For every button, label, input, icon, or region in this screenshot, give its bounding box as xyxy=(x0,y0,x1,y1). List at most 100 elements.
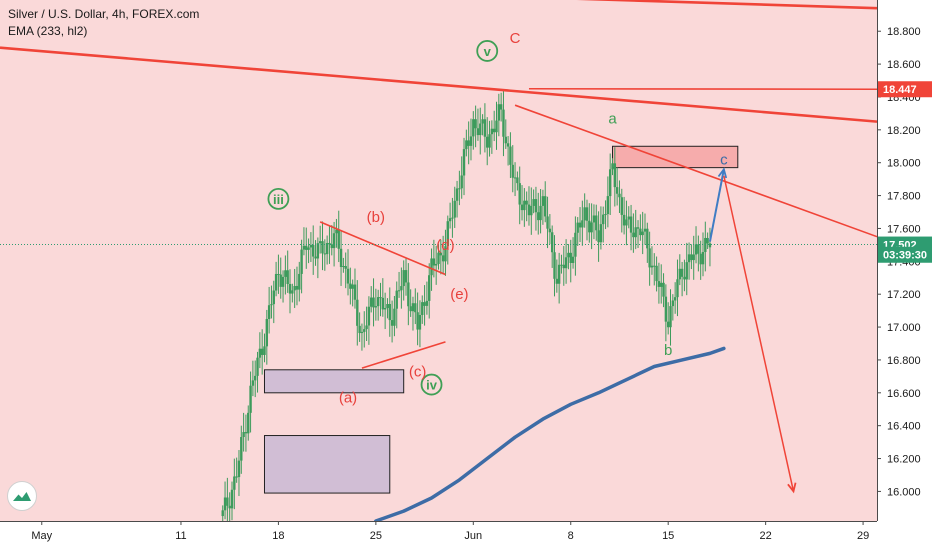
candle-body xyxy=(660,283,662,287)
candle-body xyxy=(335,230,337,234)
candle-body xyxy=(224,497,226,510)
candle-body xyxy=(405,270,407,282)
candle-body xyxy=(676,279,678,297)
wave-label: (b) xyxy=(367,209,385,226)
candle-body xyxy=(270,304,272,305)
candle-body xyxy=(286,270,288,284)
candle-body xyxy=(226,497,228,505)
candle-body xyxy=(695,244,697,254)
candle-body xyxy=(275,274,277,291)
candle-body xyxy=(502,110,504,137)
candle-body xyxy=(363,329,365,332)
x-tick-label: 25 xyxy=(370,530,382,542)
y-tick-label: 18.600 xyxy=(887,59,921,71)
candle-body xyxy=(407,282,409,306)
candle-body xyxy=(259,349,261,358)
candle-body xyxy=(621,197,623,215)
price-axis-label: 03:39:30 xyxy=(878,247,932,263)
candle-body xyxy=(261,349,263,355)
candle-body xyxy=(435,264,437,266)
candle-body xyxy=(370,298,372,307)
candle-body xyxy=(586,207,588,220)
y-tick-label: 16.000 xyxy=(887,486,921,498)
x-tick-label: Jun xyxy=(464,530,482,542)
candle-body xyxy=(245,432,247,433)
wave-label: b xyxy=(664,342,672,359)
candle-body xyxy=(249,386,251,413)
candle-body xyxy=(280,275,282,287)
candle-body xyxy=(484,119,486,136)
candle-body xyxy=(486,137,488,148)
candle-body xyxy=(342,266,344,267)
candle-body xyxy=(523,201,525,210)
wave-label-text: b xyxy=(664,342,672,359)
wave-label: c xyxy=(720,151,728,168)
candle-body xyxy=(273,291,275,305)
candle-body xyxy=(662,283,664,297)
candle-body xyxy=(560,265,562,266)
logo-glyph-icon xyxy=(8,482,36,510)
candle-body xyxy=(428,275,430,301)
candle-body xyxy=(396,291,398,309)
candle-body xyxy=(681,269,683,277)
candle-body xyxy=(683,277,685,280)
indicator-label: EMA (233, hl2) xyxy=(8,23,199,40)
candle-body xyxy=(535,199,537,212)
candle-body xyxy=(493,129,495,133)
candle-body xyxy=(690,254,692,260)
candle-body xyxy=(542,196,544,206)
candle-body xyxy=(314,257,316,259)
candle-body xyxy=(519,183,521,204)
candle-body xyxy=(437,253,439,264)
candle-body xyxy=(688,254,690,262)
x-tick-label: 8 xyxy=(568,530,574,542)
candle-body xyxy=(426,301,428,306)
candle-body xyxy=(465,140,467,149)
candle-body xyxy=(252,380,254,385)
candle-body xyxy=(672,300,674,306)
x-tick-label: 15 xyxy=(662,530,674,542)
candle-body xyxy=(291,290,293,293)
candle-body xyxy=(463,149,465,175)
candle-body xyxy=(646,229,648,249)
candle-body xyxy=(423,302,425,306)
candle-body xyxy=(509,147,511,165)
candle-body xyxy=(639,229,641,235)
candle-body xyxy=(614,163,616,187)
x-tick-label: May xyxy=(31,530,52,542)
candle-body xyxy=(625,219,627,225)
candle-body xyxy=(277,274,279,275)
y-tick-label: 17.600 xyxy=(887,223,921,235)
price-label-text: 18.447 xyxy=(883,84,917,96)
candle-body xyxy=(616,187,618,194)
candle-body xyxy=(607,196,609,214)
candle-body xyxy=(512,165,514,178)
candle-body xyxy=(532,199,534,206)
candle-body xyxy=(609,169,611,196)
candle-body xyxy=(514,177,516,178)
candle-body xyxy=(433,258,435,265)
candle-body xyxy=(593,215,595,222)
x-tick-label: 29 xyxy=(857,530,869,542)
candle-body xyxy=(412,303,414,311)
candle-body xyxy=(595,215,597,230)
candle-body xyxy=(458,188,460,189)
candle-body xyxy=(477,128,479,135)
wave-label: C xyxy=(510,30,521,47)
candle-body xyxy=(421,302,423,315)
y-tick-label: 17.800 xyxy=(887,191,921,203)
candle-body xyxy=(368,307,370,326)
tradingview-logo-icon[interactable] xyxy=(7,481,37,511)
wave-label-text: (d) xyxy=(436,237,454,254)
wave-label-text: (c) xyxy=(409,363,427,380)
y-tick-label: 18.800 xyxy=(887,26,921,38)
candle-body xyxy=(398,290,400,291)
wave-label-text: C xyxy=(510,30,521,47)
x-tick-label: 18 xyxy=(272,530,284,542)
candle-body xyxy=(454,201,456,218)
candle-body xyxy=(461,175,463,188)
candle-body xyxy=(222,510,224,516)
candle-body xyxy=(430,258,432,275)
wave-label-text: iv xyxy=(426,378,438,393)
